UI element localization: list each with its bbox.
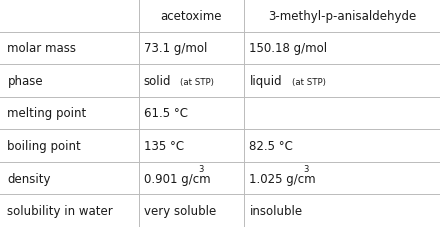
Text: density: density	[7, 172, 51, 185]
Text: (at STP): (at STP)	[292, 77, 326, 86]
Text: 73.1 g/mol: 73.1 g/mol	[144, 42, 207, 55]
Text: solid: solid	[144, 75, 172, 88]
Text: (at STP): (at STP)	[180, 77, 214, 86]
Text: boiling point: boiling point	[7, 139, 81, 152]
Text: very soluble: very soluble	[144, 204, 216, 217]
Text: 3: 3	[198, 164, 203, 173]
Text: 3: 3	[304, 164, 309, 173]
Text: 82.5 °C: 82.5 °C	[249, 139, 293, 152]
Text: 3-methyl-p-anisaldehyde: 3-methyl-p-anisaldehyde	[268, 10, 416, 23]
Text: melting point: melting point	[7, 107, 87, 120]
Text: 135 °C: 135 °C	[144, 139, 184, 152]
Text: molar mass: molar mass	[7, 42, 77, 55]
Text: 1.025 g/cm: 1.025 g/cm	[249, 172, 316, 185]
Text: solubility in water: solubility in water	[7, 204, 113, 217]
Text: 0.901 g/cm: 0.901 g/cm	[144, 172, 210, 185]
Text: insoluble: insoluble	[249, 204, 303, 217]
Text: acetoxime: acetoxime	[161, 10, 222, 23]
Text: phase: phase	[7, 75, 43, 88]
Text: 150.18 g/mol: 150.18 g/mol	[249, 42, 328, 55]
Text: 61.5 °C: 61.5 °C	[144, 107, 188, 120]
Text: liquid: liquid	[249, 75, 282, 88]
